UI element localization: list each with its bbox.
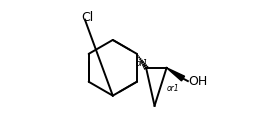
Polygon shape — [167, 68, 185, 81]
Text: or1: or1 — [136, 59, 148, 68]
Text: OH: OH — [188, 75, 207, 88]
Text: or1: or1 — [167, 84, 179, 93]
Text: Cl: Cl — [81, 11, 93, 24]
